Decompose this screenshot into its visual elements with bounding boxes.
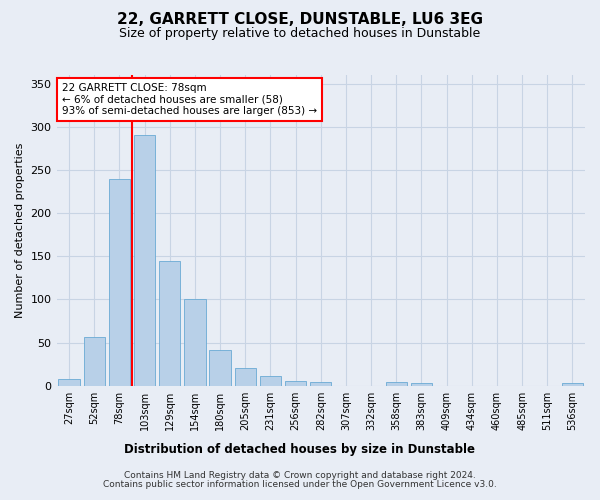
Bar — [209, 350, 231, 386]
Bar — [411, 383, 432, 386]
Bar — [260, 376, 281, 386]
Bar — [310, 382, 331, 386]
Bar — [235, 368, 256, 386]
Text: Size of property relative to detached houses in Dunstable: Size of property relative to detached ho… — [119, 28, 481, 40]
Bar — [386, 382, 407, 386]
Bar — [134, 136, 155, 386]
Text: Contains HM Land Registry data © Crown copyright and database right 2024.: Contains HM Land Registry data © Crown c… — [124, 471, 476, 480]
Bar — [109, 178, 130, 386]
Bar — [83, 336, 105, 386]
Bar — [159, 260, 181, 386]
Text: 22, GARRETT CLOSE, DUNSTABLE, LU6 3EG: 22, GARRETT CLOSE, DUNSTABLE, LU6 3EG — [117, 12, 483, 28]
Bar — [285, 380, 307, 386]
Bar — [58, 379, 80, 386]
Bar — [184, 300, 206, 386]
Text: Distribution of detached houses by size in Dunstable: Distribution of detached houses by size … — [125, 442, 476, 456]
Y-axis label: Number of detached properties: Number of detached properties — [15, 142, 25, 318]
Text: 22 GARRETT CLOSE: 78sqm
← 6% of detached houses are smaller (58)
93% of semi-det: 22 GARRETT CLOSE: 78sqm ← 6% of detached… — [62, 83, 317, 116]
Text: Contains public sector information licensed under the Open Government Licence v3: Contains public sector information licen… — [103, 480, 497, 489]
Bar — [562, 383, 583, 386]
